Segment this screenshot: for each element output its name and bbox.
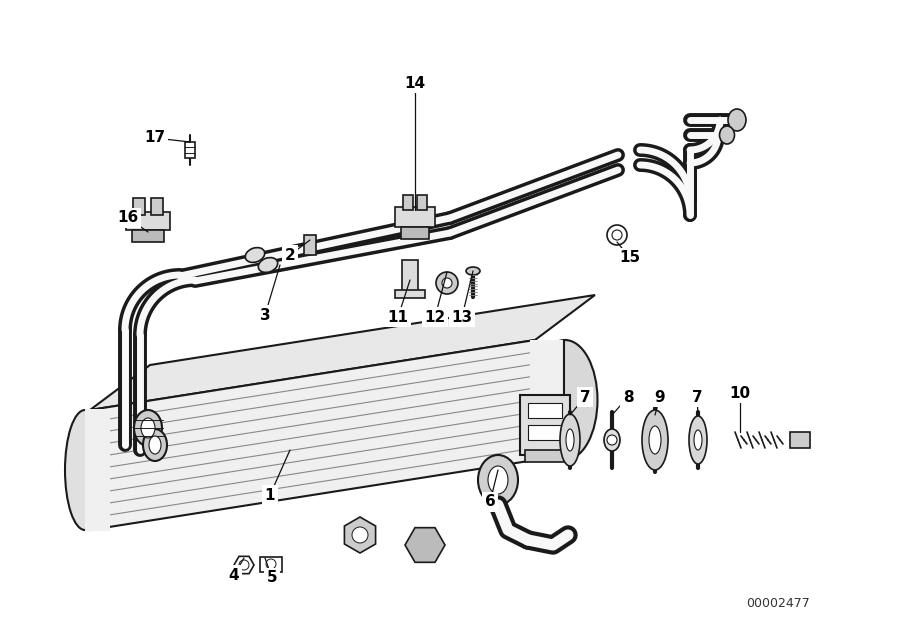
Bar [417,195,427,210]
Bar [85,409,110,531]
Ellipse shape [65,410,105,530]
Ellipse shape [533,340,598,460]
Text: 7: 7 [692,389,702,404]
Ellipse shape [604,429,620,451]
Bar [403,195,413,210]
Ellipse shape [246,248,265,262]
Text: 3: 3 [260,307,270,323]
Text: 9: 9 [654,389,665,404]
Ellipse shape [466,267,480,275]
Bar [395,290,425,298]
Circle shape [352,527,368,543]
Ellipse shape [141,418,155,438]
Ellipse shape [719,126,734,144]
Text: 6: 6 [484,495,495,509]
Ellipse shape [694,430,702,450]
Text: 1: 1 [265,488,275,502]
Bar [790,432,810,448]
Text: 16: 16 [117,210,139,225]
Circle shape [612,230,622,240]
Ellipse shape [258,258,278,272]
Bar [395,207,435,227]
Text: 12: 12 [425,309,446,324]
Bar [520,395,570,455]
Ellipse shape [642,410,668,470]
Polygon shape [90,340,535,530]
Ellipse shape [566,429,574,451]
Text: 4: 4 [229,568,239,582]
Text: 00002477: 00002477 [746,597,810,610]
Ellipse shape [478,455,518,505]
Bar [260,557,282,572]
Text: 5: 5 [266,570,277,585]
Bar [525,450,565,462]
Ellipse shape [134,410,162,446]
Ellipse shape [728,109,746,131]
Bar [126,212,170,230]
Text: 14: 14 [404,76,426,91]
Bar [402,260,418,295]
Bar [185,142,195,158]
Circle shape [607,225,627,245]
Text: 7: 7 [580,389,590,404]
Text: 17: 17 [144,131,166,145]
Bar [132,230,164,242]
Bar [304,235,316,255]
Circle shape [266,559,276,569]
Bar [528,425,562,440]
Text: 13: 13 [452,309,472,324]
Bar [401,227,429,239]
Ellipse shape [149,436,161,454]
Circle shape [239,560,249,570]
Circle shape [607,435,617,445]
Text: 11: 11 [388,309,409,324]
Text: 10: 10 [729,385,751,401]
Bar [151,198,163,215]
Ellipse shape [143,429,167,461]
Ellipse shape [560,414,580,466]
Circle shape [442,278,452,288]
Bar [530,340,565,460]
Text: 2: 2 [284,248,295,262]
Ellipse shape [689,416,707,464]
Ellipse shape [488,466,508,494]
Text: 15: 15 [619,250,641,265]
Polygon shape [90,295,595,410]
Ellipse shape [649,426,661,454]
Circle shape [436,272,458,294]
Bar [133,198,145,215]
Bar [528,403,562,418]
Text: 8: 8 [623,389,634,404]
